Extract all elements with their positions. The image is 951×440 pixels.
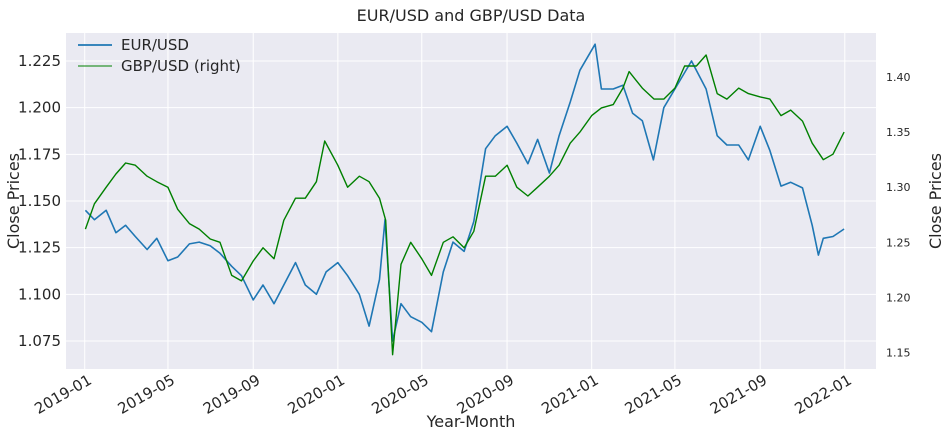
x-tick-label: 2020-01 (285, 371, 348, 418)
legend: EUR/USD GBP/USD (right) (78, 36, 241, 75)
y-tick-label-left: 1.175 (18, 145, 61, 163)
y-tick-label-left: 1.225 (18, 52, 61, 70)
y-tick-label-left: 1.200 (18, 99, 61, 117)
x-tick-label: 2020-09 (454, 371, 517, 418)
series-layer (84, 43, 845, 356)
y-tick-label-right: 1.25 (886, 236, 911, 249)
y-tick-label-left: 1.100 (18, 285, 61, 303)
y-tick-label-right: 1.40 (886, 71, 911, 84)
series-line-eurusd (84, 43, 845, 342)
x-tick-label: 2019-01 (31, 371, 94, 418)
x-tick-label: 2019-09 (200, 371, 263, 418)
y-tick-label-left: 1.075 (18, 332, 61, 350)
y-axis-label-right: Close Prices (926, 153, 945, 249)
x-tick-label: 2021-01 (538, 371, 601, 418)
y-tick-label-right: 1.15 (886, 346, 911, 359)
x-axis-label: Year-Month (426, 412, 516, 431)
series-line-gbpusd (84, 54, 845, 356)
x-tick-label: 2020-05 (368, 371, 431, 418)
legend-label-gbpusd: GBP/USD (right) (121, 57, 241, 75)
legend-label-eurusd: EUR/USD (121, 36, 189, 54)
y-tick-label-right: 1.20 (886, 291, 911, 304)
y-tick-label-right: 1.35 (886, 126, 911, 139)
x-tick-label: 2019-05 (115, 371, 178, 418)
chart-title: EUR/USD and GBP/USD Data (357, 6, 586, 25)
x-tick-label: 2021-09 (707, 371, 770, 418)
y-tick-label-left: 1.150 (18, 192, 61, 210)
x-tick-label: 2021-05 (622, 371, 685, 418)
y-tick-label-left: 1.125 (18, 239, 61, 257)
y-axis-label-left: Close Prices (4, 153, 23, 249)
y-tick-label-right: 1.30 (886, 181, 911, 194)
x-tick-label: 2022-01 (792, 371, 855, 418)
